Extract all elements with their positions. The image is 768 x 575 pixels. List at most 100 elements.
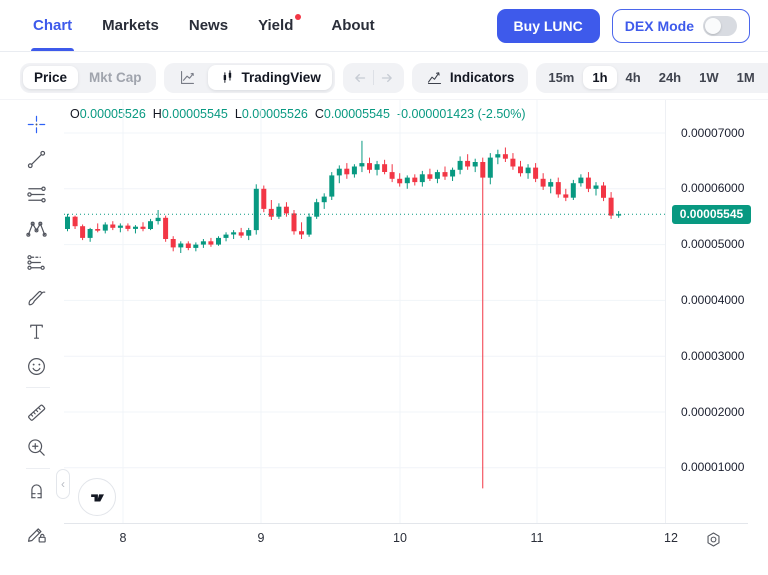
- x-axis-label: 9: [257, 531, 265, 545]
- time-axis[interactable]: 8 9 10 11 12: [0, 523, 768, 575]
- tool-text-tool[interactable]: [22, 317, 50, 345]
- tool-xabcd-pattern[interactable]: [22, 214, 50, 242]
- timeframe-segment: 15m 1h 4h 24h 1W 1M: [536, 62, 768, 93]
- candle: [555, 177, 561, 198]
- drawing-toolbar: [20, 100, 64, 560]
- candle: [404, 175, 410, 189]
- fib-retracement-icon: [26, 186, 46, 202]
- axis-settings-icon[interactable]: [702, 528, 724, 550]
- dex-mode-label: DEX Mode: [624, 17, 694, 34]
- xabcd-pattern-icon: [25, 221, 47, 237]
- tradingview-label: TradingView: [241, 70, 321, 85]
- tool-crosshair[interactable]: [22, 110, 50, 138]
- tool-ruler[interactable]: [22, 398, 50, 426]
- nav-tab-label: About: [331, 17, 375, 34]
- candle: [351, 164, 357, 178]
- candle: [268, 200, 274, 220]
- candle: [65, 213, 70, 232]
- tool-forecast[interactable]: [22, 248, 50, 276]
- forward-arrow-button[interactable]: [374, 66, 400, 90]
- candle: [306, 213, 312, 237]
- price-mktcap-segment: Price Mkt Cap: [20, 62, 156, 93]
- top-navigation: Chart Markets News Yield About Buy LUNC DEX …: [0, 0, 768, 52]
- candle: [291, 210, 297, 235]
- candle: [389, 164, 395, 183]
- dex-mode-button[interactable]: DEX Mode: [611, 8, 750, 43]
- timeframe-4h[interactable]: 4h: [625, 70, 641, 85]
- candle: [231, 230, 237, 239]
- tool-draw-lock[interactable]: [22, 519, 50, 547]
- buy-lunc-button[interactable]: Buy LUNC: [496, 8, 600, 43]
- y-axis-label: 0.00002000: [681, 404, 745, 419]
- forecast-icon: [26, 254, 45, 270]
- nav-tab-yield[interactable]: Yield: [258, 0, 302, 51]
- close-value: 0.00005545: [323, 107, 390, 121]
- line-chart-icon: [178, 68, 197, 87]
- current-price-label: 0.00005545: [672, 204, 751, 224]
- tv-logo-glyph: [90, 493, 104, 501]
- tradingview-logo[interactable]: [78, 478, 116, 516]
- indicators-button[interactable]: Indicators: [411, 62, 529, 93]
- x-axis-label: 12: [664, 531, 678, 545]
- tool-divider: [26, 468, 50, 469]
- candle: [540, 173, 546, 190]
- line-chart-mode-button[interactable]: [167, 64, 208, 91]
- timeframe-1h[interactable]: 1h: [583, 66, 617, 89]
- timeframe-1M[interactable]: 1M: [736, 70, 755, 85]
- back-arrow-button[interactable]: [347, 66, 373, 90]
- nav-tab-chart[interactable]: Chart: [30, 0, 75, 51]
- crosshair-icon: [27, 115, 45, 133]
- tool-zoom-in[interactable]: [22, 433, 50, 461]
- tool-magnet[interactable]: [22, 476, 50, 504]
- candlestick-chart[interactable]: [64, 100, 665, 523]
- candle: [261, 185, 267, 213]
- nav-tab-label: Markets: [102, 17, 159, 34]
- price-tab[interactable]: Price: [23, 66, 79, 89]
- candle: [140, 222, 146, 232]
- candle: [95, 223, 101, 233]
- high-label: H: [152, 107, 162, 121]
- candle: [208, 237, 214, 247]
- tradingview-mode-button[interactable]: TradingView: [207, 65, 332, 90]
- candle: [593, 182, 599, 196]
- indicators-label: Indicators: [449, 70, 515, 85]
- low-value: 0.00005526: [241, 107, 308, 121]
- candle: [578, 174, 584, 187]
- toolbar-collapse-handle[interactable]: ‹: [56, 469, 70, 499]
- indicators-icon: [426, 69, 443, 86]
- candle: [72, 215, 78, 229]
- high-value: 0.00005545: [161, 107, 228, 121]
- candle: [450, 167, 456, 181]
- timeframe-24h[interactable]: 24h: [658, 70, 682, 85]
- candle: [163, 215, 169, 242]
- nav-tab-about[interactable]: About: [331, 0, 374, 51]
- candle: [329, 172, 335, 200]
- nav-tab-label: Yield: [258, 17, 294, 34]
- candle: [87, 227, 93, 242]
- price-axis[interactable]: 0.00007000 0.00006000 0.00005000 0.00004000…: [665, 100, 768, 523]
- timeframe-1W[interactable]: 1W: [699, 70, 719, 85]
- tool-fib-retracement[interactable]: [22, 180, 50, 208]
- candle: [178, 241, 184, 253]
- timeframe-15m[interactable]: 15m: [548, 70, 575, 85]
- y-axis-label: 0.00007000: [681, 125, 745, 140]
- candle: [465, 154, 471, 170]
- candle: [125, 223, 131, 232]
- candle: [608, 192, 614, 219]
- emoji-icon: [27, 357, 45, 375]
- tool-brush[interactable]: [22, 283, 50, 311]
- candle: [185, 241, 191, 251]
- tool-trend-line[interactable]: [22, 145, 50, 173]
- dex-mode-toggle[interactable]: [703, 15, 737, 36]
- x-axis-label: 10: [393, 531, 407, 545]
- nav-tab-markets[interactable]: Markets: [102, 0, 159, 51]
- y-axis-label: 0.00004000: [681, 292, 745, 307]
- close-label: C: [314, 107, 324, 121]
- tool-emoji[interactable]: [22, 352, 50, 380]
- candle: [102, 222, 108, 234]
- mktcap-tab[interactable]: Mkt Cap: [89, 70, 142, 85]
- candle: [412, 174, 418, 186]
- candle: [110, 221, 116, 231]
- nav-tab-news[interactable]: News: [189, 0, 228, 51]
- notification-dot: [295, 14, 302, 20]
